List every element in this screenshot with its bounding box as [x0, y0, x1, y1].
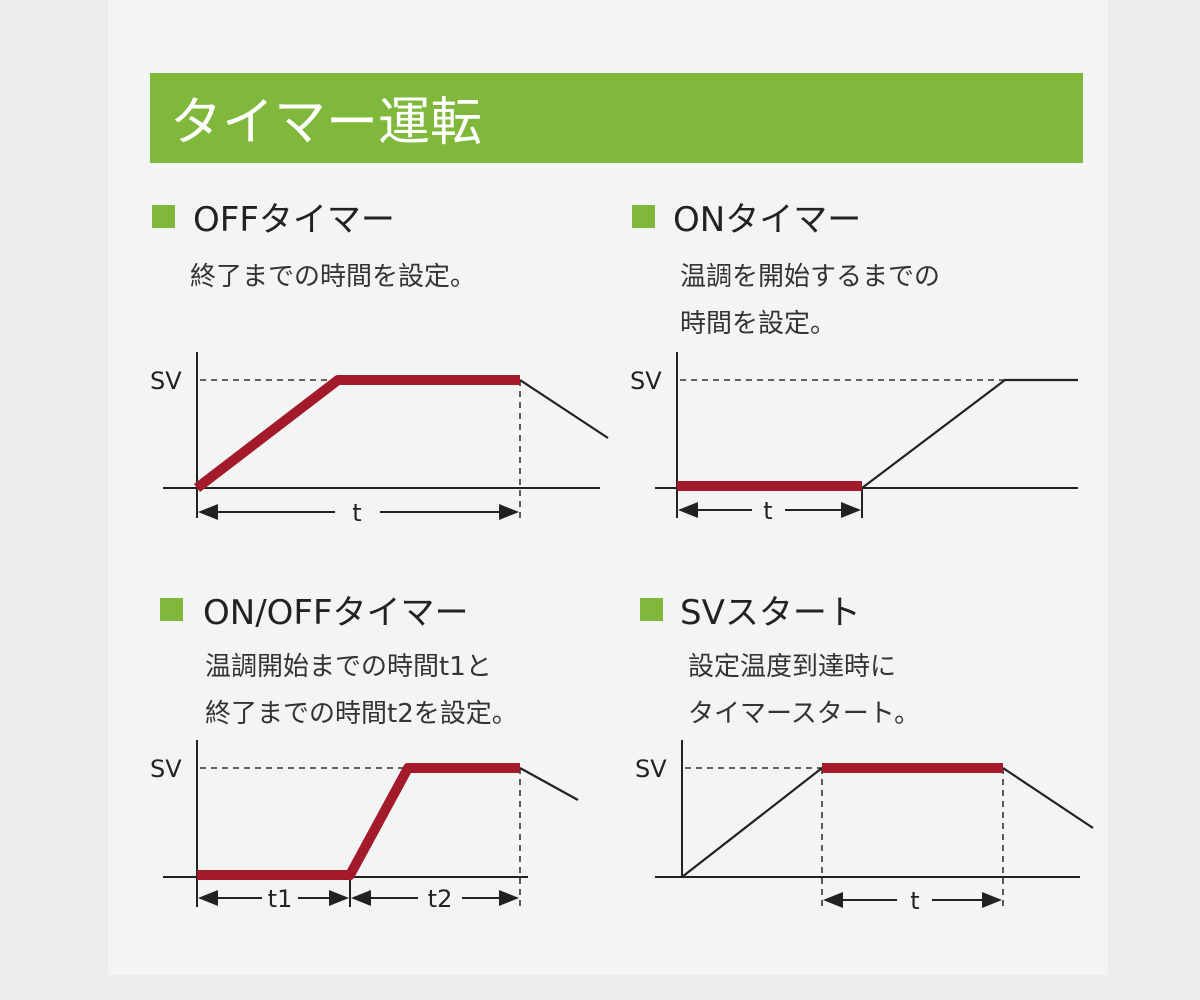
sv-label: SV — [635, 755, 667, 783]
section-off-timer: OFFタイマー 終了までの時間を設定。 SV t — [150, 200, 609, 527]
interval-label-t2: t2 — [428, 885, 453, 913]
section-desc: 温調を開始するまでの — [680, 262, 940, 292]
page-title: タイマー運転 — [170, 93, 482, 153]
section-desc: 時間を設定。 — [680, 309, 836, 339]
section-desc: 終了までの時間t2を設定。 — [205, 699, 518, 729]
section-desc: タイマースタート。 — [688, 699, 920, 729]
interval-label-t1: t1 — [268, 885, 293, 913]
interval-label: t — [910, 887, 919, 915]
green-square-icon — [640, 598, 663, 621]
green-square-icon — [632, 205, 655, 228]
section-desc: 温調開始までの時間t1と — [205, 652, 492, 682]
section-heading: ONタイマー — [673, 200, 861, 240]
interval-label: t — [763, 497, 772, 525]
section-on-off-timer: ON/OFFタイマー 温調開始までの時間t1と 終了までの時間t2を設定。 SV… — [150, 593, 579, 913]
green-square-icon — [152, 205, 175, 228]
section-heading: ON/OFFタイマー — [203, 593, 469, 633]
section-sv-start: SVスタート 設定温度到達時に タイマースタート。 SV t — [635, 593, 1094, 915]
section-heading: SVスタート — [680, 593, 861, 633]
temperature-profile — [197, 763, 520, 880]
section-desc: 終了までの時間を設定。 — [190, 262, 476, 292]
section-heading: OFFタイマー — [193, 200, 395, 240]
green-square-icon — [160, 598, 183, 621]
temperature-profile — [193, 375, 520, 492]
section-on-timer: ONタイマー 温調を開始するまでの 時間を設定。 SV t — [630, 200, 1078, 525]
sv-label: SV — [150, 755, 182, 783]
section-desc: 設定温度到達時に — [688, 652, 896, 682]
interval-label: t — [352, 499, 361, 527]
sv-label: SV — [630, 367, 662, 395]
sv-label: SV — [150, 367, 182, 395]
title-bar — [150, 73, 1083, 163]
